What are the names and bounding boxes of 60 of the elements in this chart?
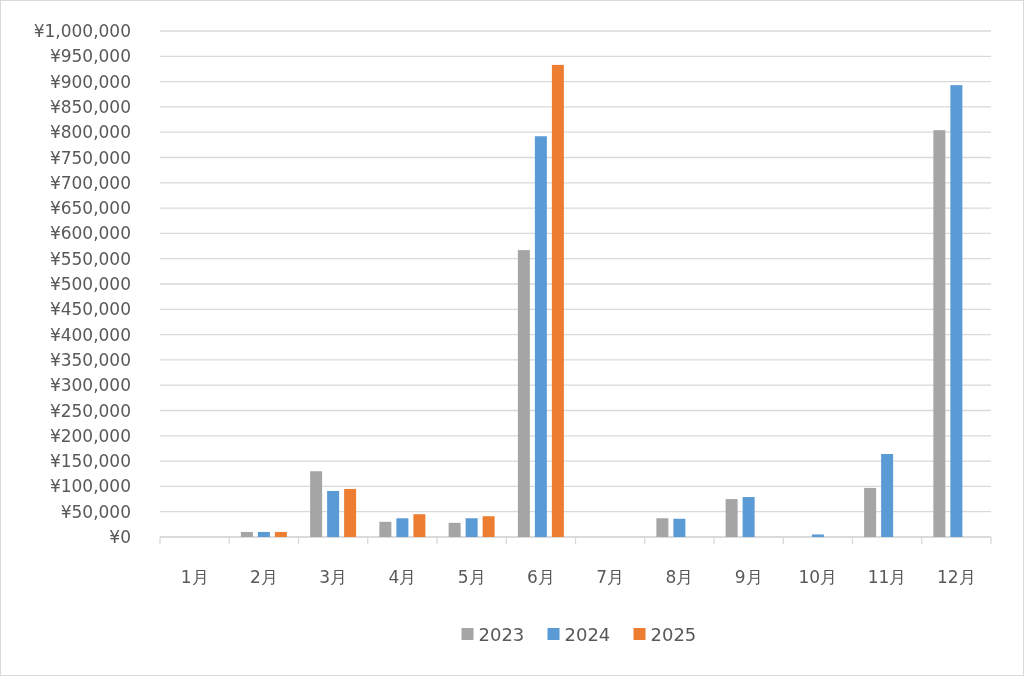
bar (534, 136, 547, 537)
y-tick-label: ¥700,000 (49, 172, 131, 193)
bar (274, 531, 287, 537)
x-tick-label: 3月 (319, 567, 348, 587)
x-tick-label: 11月 (867, 567, 907, 587)
y-tick-label: ¥450,000 (49, 299, 131, 320)
y-tick-label: ¥850,000 (49, 96, 131, 117)
x-tick-label: 9月 (734, 567, 763, 587)
x-tick-label: 5月 (457, 567, 486, 587)
bar (673, 518, 686, 537)
y-tick-label: ¥300,000 (49, 375, 131, 396)
y-tick-label: ¥350,000 (49, 349, 131, 370)
y-tick-label: ¥0 (109, 527, 131, 547)
legend-label: 2023 (478, 624, 525, 645)
bar (933, 130, 946, 537)
bar (396, 518, 409, 537)
x-tick-label: 10月 (798, 567, 838, 587)
y-tick-label: ¥200,000 (49, 425, 131, 446)
y-tick-label: ¥600,000 (49, 223, 131, 244)
bar (379, 521, 392, 537)
y-tick-label: ¥800,000 (49, 122, 131, 143)
y-tick-label: ¥550,000 (49, 248, 131, 269)
y-tick-label: ¥500,000 (49, 274, 131, 294)
y-tick-label: ¥950,000 (49, 46, 131, 67)
x-tick-label: 8月 (665, 567, 694, 587)
bar (327, 490, 340, 537)
x-tick-label: 12月 (937, 567, 976, 587)
y-tick-label: ¥100,000 (49, 476, 131, 497)
bar (517, 250, 530, 537)
bar (950, 85, 963, 537)
legend-label: 2024 (564, 624, 611, 645)
bar (551, 64, 564, 537)
bar (413, 514, 426, 537)
bar (482, 516, 495, 537)
bar (448, 522, 461, 537)
y-tick-label: ¥900,000 (49, 71, 131, 92)
x-tick-label: 7月 (596, 567, 625, 587)
legend-label: 2025 (650, 624, 697, 645)
x-tick-label: 4月 (388, 567, 417, 587)
y-tick-label: ¥650,000 (49, 198, 131, 219)
bar (240, 531, 253, 537)
bar (864, 487, 877, 537)
bar (725, 499, 738, 537)
bar (742, 497, 755, 537)
bar (344, 488, 357, 537)
y-tick-label: ¥50,000 (60, 501, 131, 522)
y-tick-label: ¥150,000 (49, 451, 131, 472)
y-tick-label: ¥400,000 (49, 324, 131, 345)
x-tick-label: 2月 (249, 567, 278, 587)
bar (811, 534, 824, 537)
bar (257, 531, 270, 537)
y-tick-label: ¥250,000 (49, 400, 131, 421)
x-tick-label: 6月 (526, 567, 555, 587)
y-tick-label: ¥1,000,000 (33, 21, 131, 41)
bar (656, 518, 669, 537)
x-tick-label: 1月 (180, 567, 209, 587)
y-tick-label: ¥750,000 (49, 147, 131, 168)
bar (465, 518, 478, 537)
bar (310, 471, 323, 537)
bar (881, 454, 894, 537)
